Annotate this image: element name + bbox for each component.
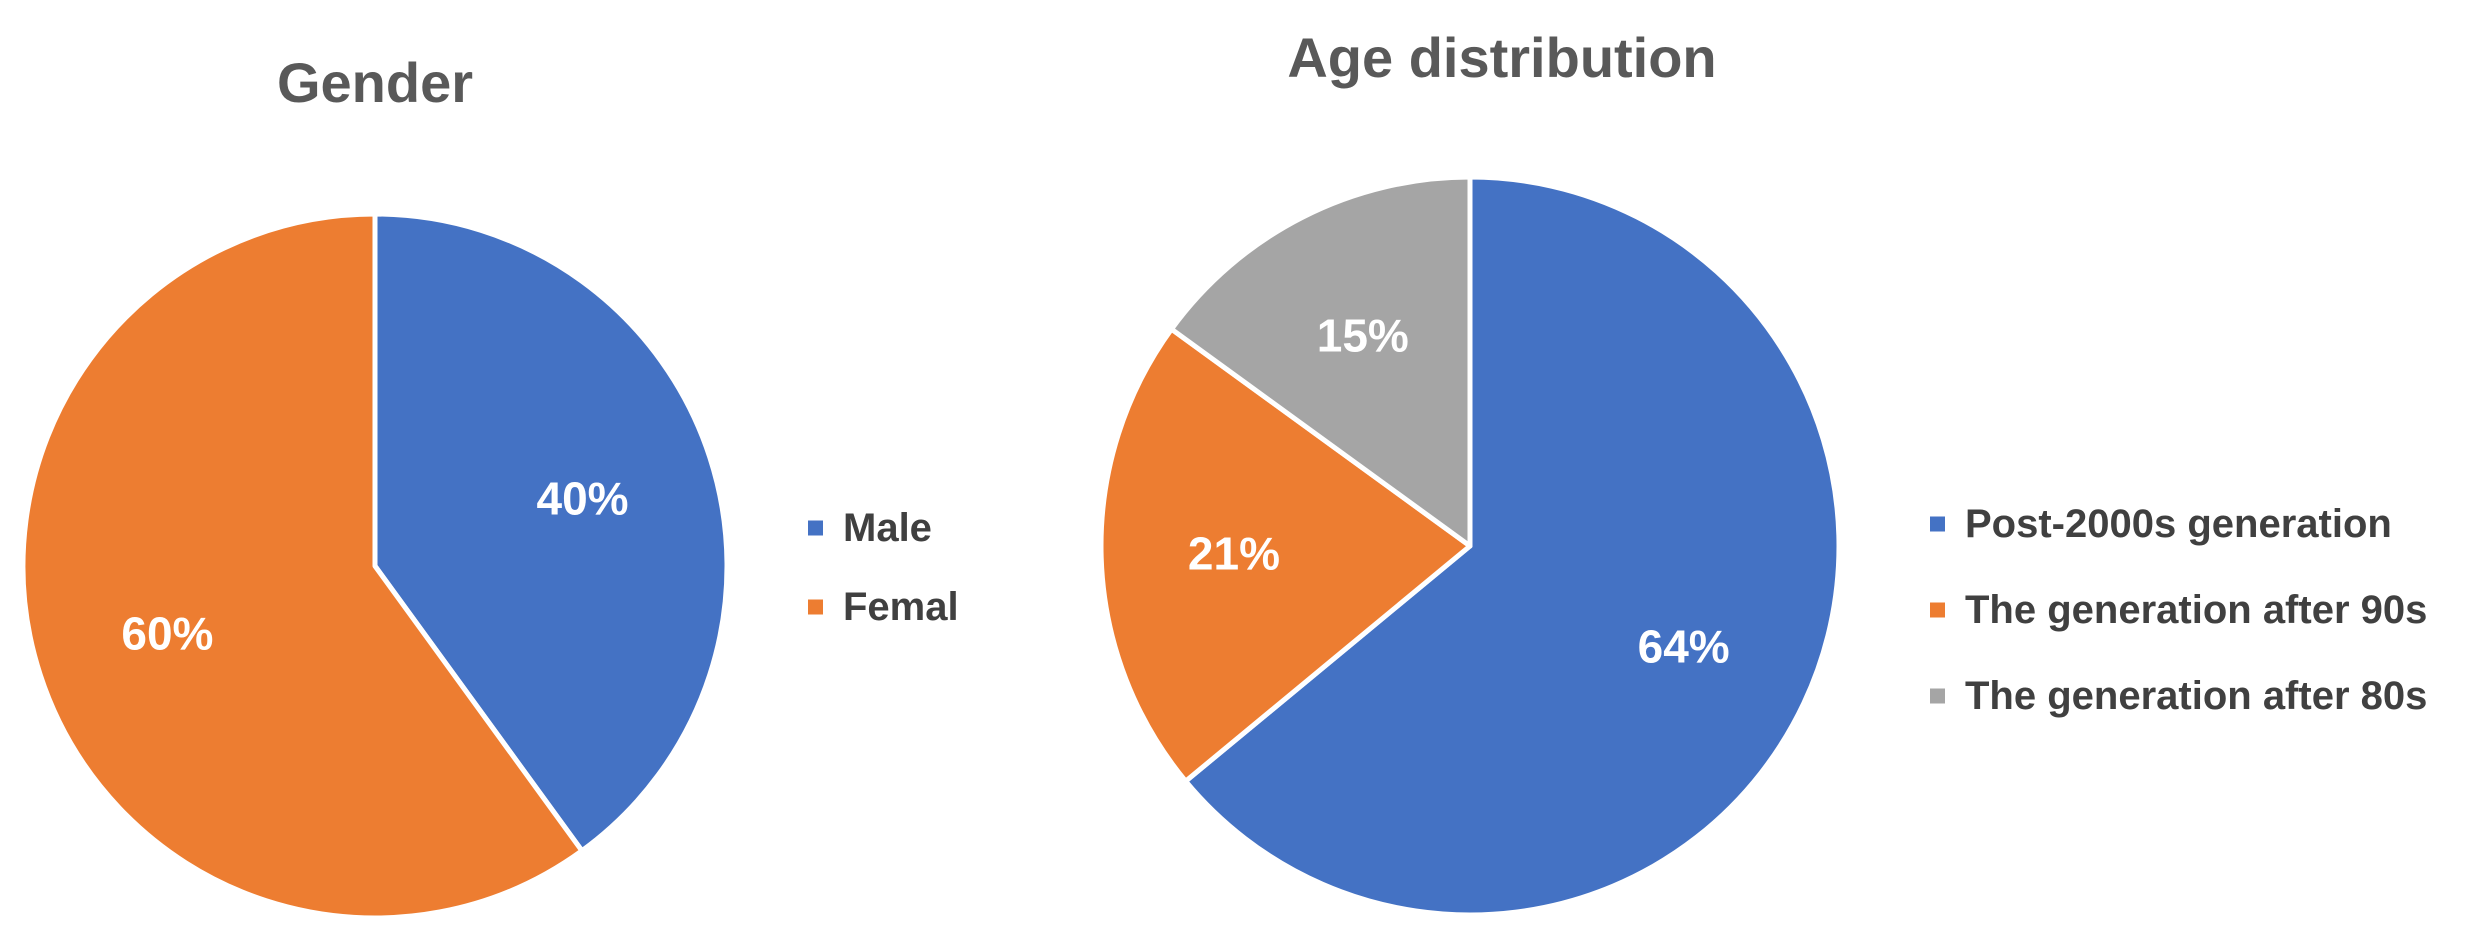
age-legend-item-post-2000s-generation: Post-2000s generation <box>1930 502 2392 546</box>
age-legend: Post-2000s generation The generation afte… <box>1930 502 2427 718</box>
age-legend-item-the-generation-after-80s: The generation after 80s <box>1930 674 2427 718</box>
age-data-label-post-2000s-generation: 64% <box>1638 621 1730 673</box>
gender-data-label-male: 40% <box>537 473 629 525</box>
age-slice-the-generation-after-90s <box>1098 326 1473 784</box>
gender-slice-male <box>372 211 730 854</box>
gender-pie-slices <box>20 211 730 921</box>
gender-data-labels: 40% 60% <box>121 473 628 660</box>
age-chart-title: Age distribution <box>1287 26 1716 89</box>
gender-legend-label: Femal <box>843 585 959 629</box>
gender-legend-swatch <box>808 520 823 536</box>
age-data-label-the-generation-after-90s: 21% <box>1188 527 1280 579</box>
gender-pie-chart: Gender 40% 60% Male Femal <box>20 51 959 921</box>
age-pie-chart: Age distribution 64% 21% 15% Post-2000s ge… <box>1098 26 2427 918</box>
age-legend-label: The generation after 90s <box>1965 588 2427 632</box>
age-slice-post-2000s-generation <box>1183 174 1842 918</box>
gender-data-label-femal: 60% <box>121 607 213 659</box>
age-legend-item-the-generation-after-90s: The generation after 90s <box>1930 588 2427 632</box>
age-pie-slices <box>1098 174 1842 918</box>
age-data-labels: 64% 21% 15% <box>1188 310 1730 673</box>
gender-legend-item-femal: Femal <box>808 585 959 629</box>
age-legend-swatch <box>1930 688 1945 704</box>
gender-legend-swatch <box>808 599 823 615</box>
gender-legend-item-male: Male <box>808 506 932 550</box>
age-legend-label: Post-2000s generation <box>1965 502 2392 546</box>
age-slice-the-generation-after-80s <box>1168 174 1473 549</box>
gender-legend: Male Femal <box>808 506 959 629</box>
age-legend-swatch <box>1930 602 1945 618</box>
gender-slice-femal <box>20 211 585 921</box>
gender-chart-title: Gender <box>277 51 473 114</box>
gender-legend-label: Male <box>843 506 932 550</box>
age-legend-label: The generation after 80s <box>1965 674 2427 718</box>
age-legend-swatch <box>1930 516 1945 532</box>
age-data-label-the-generation-after-80s: 15% <box>1317 310 1409 362</box>
